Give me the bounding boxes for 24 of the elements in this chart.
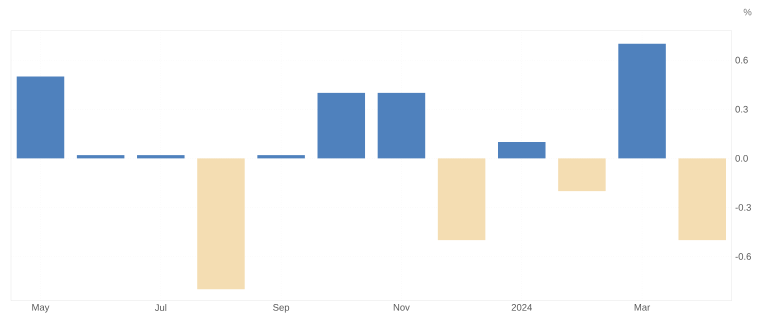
- bar: [16, 76, 64, 158]
- bar: [498, 142, 546, 158]
- y-tick-label: -0.6: [735, 253, 751, 260]
- bar: [257, 155, 305, 158]
- bar: [378, 92, 426, 158]
- bar: [558, 158, 606, 192]
- y-tick-label: 0.3: [735, 106, 748, 113]
- bar: [137, 155, 185, 158]
- y-axis-title: %: [744, 8, 752, 16]
- x-tick-label: 2024: [512, 304, 532, 311]
- y-tick-label: -0.3: [735, 204, 751, 211]
- bar: [76, 155, 124, 158]
- x-tick-label: Mar: [634, 304, 650, 311]
- bar: [618, 44, 666, 158]
- x-tick-label: Jul: [154, 304, 166, 312]
- bar: [197, 158, 245, 290]
- x-tick-label: Sep: [273, 304, 290, 313]
- bar: [318, 92, 366, 158]
- y-tick-label: 0.0: [735, 154, 748, 162]
- x-tick-label: May: [32, 304, 50, 313]
- x-tick-label: Nov: [394, 304, 410, 311]
- bar: [678, 158, 726, 240]
- bar: [438, 158, 486, 240]
- y-tick-label: 0.6: [735, 56, 748, 64]
